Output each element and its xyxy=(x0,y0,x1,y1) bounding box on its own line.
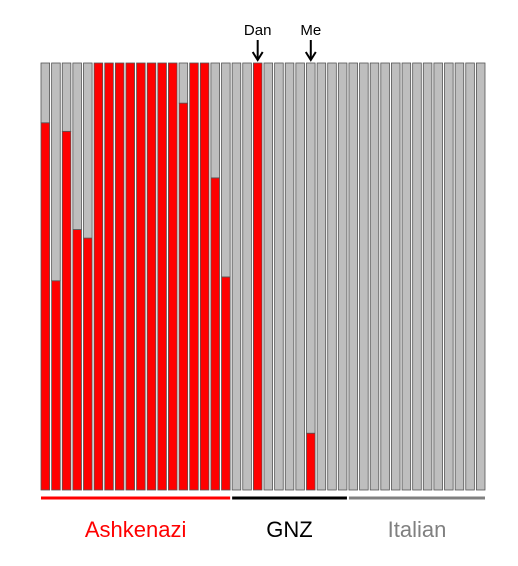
bar-red-segment-13 xyxy=(168,62,178,491)
bars-layer xyxy=(40,62,486,491)
bar-gray-segment-3 xyxy=(61,62,72,132)
bar-gray-segment-32 xyxy=(369,62,380,491)
bar-red-segment-18 xyxy=(221,276,231,491)
bar-gray-segment-33 xyxy=(380,62,390,491)
bar-gray-segment-34 xyxy=(391,62,401,491)
bar-gray-segment-40 xyxy=(454,62,465,491)
bar-red-segment-10 xyxy=(136,62,146,491)
bar-gray-segment-25 xyxy=(295,62,305,491)
bar-red-segment-21 xyxy=(252,62,263,491)
marker-arrowhead-me xyxy=(304,51,317,62)
bar-red-segment-16 xyxy=(199,62,210,491)
bar-gray-segment-38 xyxy=(433,62,443,491)
bar-gray-segment-17 xyxy=(210,62,220,179)
marker-arrowhead-dan xyxy=(251,51,264,62)
marker-label-me: Me xyxy=(300,22,322,39)
bar-gray-segment-39 xyxy=(444,62,454,491)
bar-red-segment-6 xyxy=(93,62,104,491)
bar-red-segment-3 xyxy=(61,130,72,491)
bar-red-segment-12 xyxy=(157,62,167,491)
bar-gray-segment-4 xyxy=(72,62,82,230)
bar-red-segment-1 xyxy=(40,122,51,491)
group-label-gnz: GNZ xyxy=(266,517,313,542)
bar-gray-segment-28 xyxy=(327,62,337,491)
bar-gray-segment-27 xyxy=(316,62,327,491)
bar-gray-segment-5 xyxy=(83,62,93,239)
bar-red-segment-11 xyxy=(146,62,157,491)
bar-gray-segment-23 xyxy=(274,62,284,491)
group-label-italian: Italian xyxy=(387,517,447,542)
marker-arrows-layer xyxy=(251,40,317,62)
bar-gray-segment-41 xyxy=(465,62,475,491)
bar-red-segment-26 xyxy=(306,432,316,491)
bar-gray-segment-14 xyxy=(178,62,189,104)
bar-gray-segment-31 xyxy=(359,62,369,491)
bar-gray-segment-22 xyxy=(263,62,274,491)
bar-red-segment-17 xyxy=(210,177,220,491)
bar-gray-segment-20 xyxy=(242,62,252,491)
bar-gray-segment-42 xyxy=(475,62,486,491)
bar-gray-segment-29 xyxy=(337,62,348,491)
bar-gray-segment-1 xyxy=(40,62,51,124)
bar-red-segment-7 xyxy=(104,62,114,491)
bar-gray-segment-2 xyxy=(51,62,61,282)
bar-red-segment-2 xyxy=(51,280,61,491)
bar-gray-segment-19 xyxy=(231,62,242,491)
marker-label-dan: Dan xyxy=(243,22,272,39)
bar-red-segment-8 xyxy=(114,62,125,491)
bar-gray-segment-18 xyxy=(221,62,231,278)
bar-gray-segment-35 xyxy=(401,62,412,491)
bar-gray-segment-24 xyxy=(284,62,295,491)
bar-gray-segment-30 xyxy=(348,62,358,491)
bar-red-segment-15 xyxy=(189,62,199,491)
bar-red-segment-14 xyxy=(178,102,189,491)
bar-gray-segment-26 xyxy=(306,62,316,434)
bar-red-segment-9 xyxy=(125,62,135,491)
bar-red-segment-4 xyxy=(72,229,82,491)
bar-gray-segment-36 xyxy=(412,62,422,491)
bar-gray-segment-37 xyxy=(422,62,433,491)
bar-red-segment-5 xyxy=(83,237,93,491)
group-label-ashkenazi: Ashkenazi xyxy=(84,517,187,542)
